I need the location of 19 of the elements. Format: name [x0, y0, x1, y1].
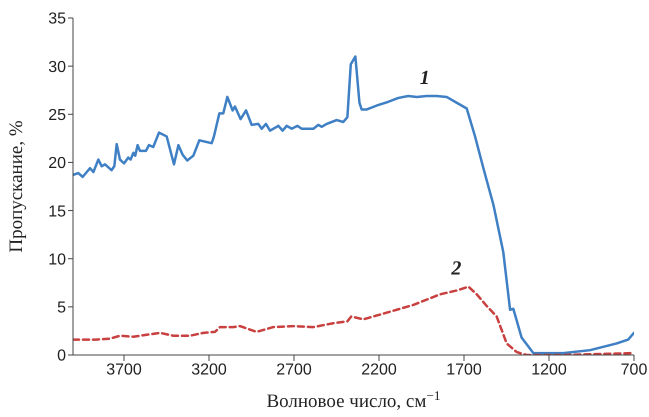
- x-tick-label: 1700: [446, 361, 482, 378]
- x-axis-title: Волновое число, см$^{−1}$: [266, 388, 441, 412]
- x-tick-label: 2200: [361, 361, 397, 378]
- x-tick-label: 3200: [191, 361, 227, 378]
- y-tick-label: 0: [57, 348, 66, 365]
- y-tick-label: 35: [48, 10, 66, 28]
- y-tick-label: 15: [48, 203, 66, 220]
- series-label: 1: [420, 66, 430, 89]
- x-tick-label: 3700: [106, 361, 142, 378]
- y-tick-label: 5: [57, 300, 66, 317]
- y-tick-label: 10: [48, 251, 66, 268]
- y-tick-label: 20: [48, 155, 66, 172]
- y-axis-title: Пропускание, %: [6, 120, 27, 253]
- x-tick-label: 1200: [531, 361, 567, 378]
- series-label: 2: [450, 258, 462, 280]
- x-tick-label: 700: [620, 361, 648, 378]
- x-tick-label: 2700: [276, 361, 312, 378]
- y-tick-label: 25: [48, 106, 66, 124]
- y-tick-label: 30: [48, 58, 66, 76]
